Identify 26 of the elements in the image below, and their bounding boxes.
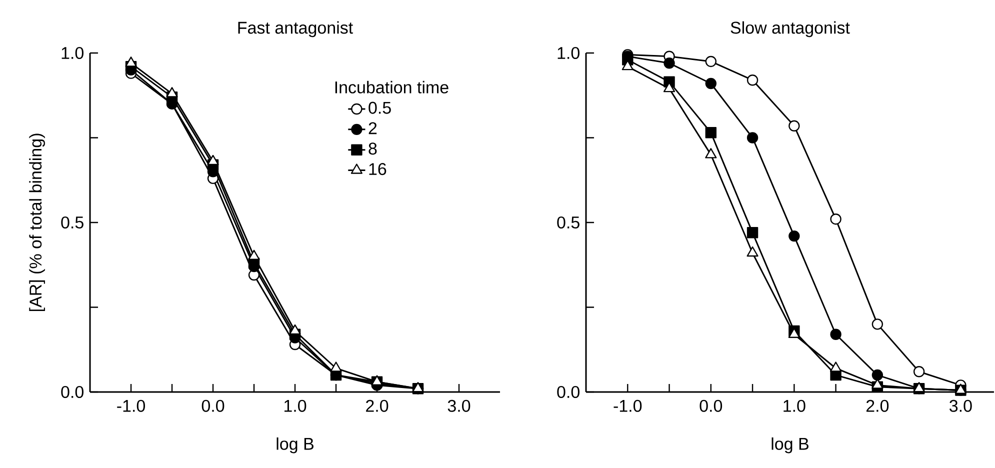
y-tick-label: 0.5 [557, 216, 580, 229]
y-tick-label: 0.0 [61, 386, 84, 398]
y-tick-label: 0.5 [61, 216, 84, 229]
chart-title: Fast antagonist [238, 21, 353, 38]
x-tick-label: 3.0 [448, 400, 470, 412]
x-tick-label: 0.0 [202, 400, 224, 412]
legend-label: 0.5 [368, 102, 391, 114]
x-tick-label: -1.0 [117, 400, 146, 412]
x-tick-label: 2.0 [366, 400, 388, 412]
x-tick-label: 1.0 [784, 400, 806, 412]
x-tick-label: 1.0 [284, 400, 306, 412]
x-tick-label: -1.0 [614, 400, 642, 412]
x-tick-label: 0.0 [700, 400, 722, 412]
y-tick-label: 0.0 [557, 386, 580, 398]
x-axis-title: log B [276, 437, 314, 454]
x-axis-title: log B [772, 437, 808, 454]
legend-label: 16 [369, 163, 386, 176]
y-axis-title: [AR] (% of total binding) [29, 134, 45, 312]
y-tick-label: 1.0 [62, 46, 84, 60]
legend-label: 2 [368, 122, 377, 134]
x-tick-label: 3.0 [950, 400, 972, 412]
chart-title: Slow antagonist [730, 21, 850, 38]
legend-label: 8 [368, 142, 377, 155]
legend-title: Incubation time [335, 80, 448, 94]
y-tick-label: 1.0 [558, 46, 580, 60]
x-tick-label: 2.0 [866, 400, 889, 412]
